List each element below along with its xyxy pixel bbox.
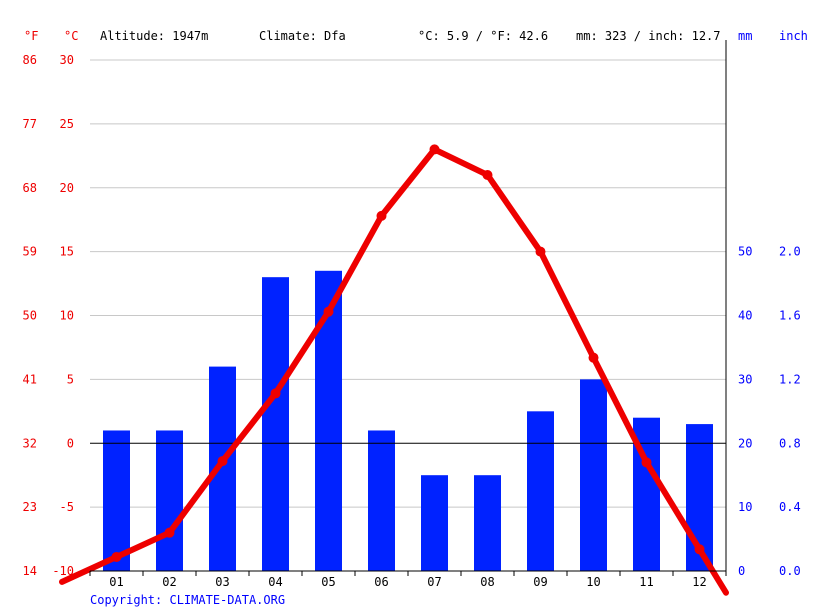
fahrenheit-tick-label: 41 <box>23 372 37 386</box>
temperature-point <box>376 210 387 221</box>
celsius-tick-label: 30 <box>60 53 74 67</box>
celsius-tick-label: 25 <box>60 117 74 131</box>
temperature-point <box>588 352 599 363</box>
celsius-tick-label: 10 <box>60 309 74 323</box>
precipitation-bar <box>527 411 554 571</box>
celsius-tick-label: 15 <box>60 245 74 259</box>
fahrenheit-tick-label: 14 <box>23 564 37 578</box>
month-label: 01 <box>109 575 123 589</box>
inch-tick-label: 0.8 <box>779 436 801 450</box>
month-label: 04 <box>268 575 282 589</box>
precipitation-bar <box>209 366 236 571</box>
fahrenheit-tick-label: 59 <box>23 245 37 259</box>
temperature-point <box>217 456 228 467</box>
mm-tick-label: 20 <box>738 436 752 450</box>
month-label: 05 <box>321 575 335 589</box>
temperature-point <box>164 527 175 538</box>
celsius-tick-label: -5 <box>60 500 74 514</box>
temperature-point <box>270 388 281 399</box>
precipitation-bar <box>474 475 501 571</box>
inch-tick-label: 0.0 <box>779 564 801 578</box>
fahrenheit-tick-label: 77 <box>23 117 37 131</box>
mm-tick-label: 0 <box>738 564 745 578</box>
mm-tick-label: 50 <box>738 245 752 259</box>
precipitation-summary: mm: 323 / inch: 12.7 <box>576 29 721 43</box>
fahrenheit-tick-label: 68 <box>23 181 37 195</box>
altitude-label: Altitude: 1947m <box>100 29 208 43</box>
fahrenheit-tick-label: 32 <box>23 436 37 450</box>
fahrenheit-tick-label: 86 <box>23 53 37 67</box>
temperature-point <box>694 544 705 555</box>
unit-mm-label: mm <box>738 29 752 43</box>
celsius-tick-label: 20 <box>60 181 74 195</box>
temperature-series-line <box>59 146 729 596</box>
unit-fahrenheit-label: °F <box>24 29 38 43</box>
inch-tick-label: 1.2 <box>779 372 801 386</box>
mm-tick-label: 10 <box>738 500 752 514</box>
x-axis-ticks: 01 02 03 04 05 06 07 08 09 10 11 12 <box>89 571 727 589</box>
month-label: 11 <box>639 575 653 589</box>
month-label: 07 <box>427 575 441 589</box>
precipitation-bar <box>262 277 289 571</box>
temperature-summary: °C: 5.9 / °F: 42.6 <box>418 29 548 43</box>
fahrenheit-tick-label: 50 <box>23 309 37 323</box>
mm-tick-label: 30 <box>738 372 752 386</box>
temperature-point <box>535 246 546 257</box>
temperature-point <box>641 457 652 468</box>
celsius-tick-label: 0 <box>67 436 74 450</box>
mm-tick-label: 40 <box>738 309 752 323</box>
fahrenheit-tick-label: 23 <box>23 500 37 514</box>
month-label: 09 <box>533 575 547 589</box>
temperature-point <box>482 169 493 180</box>
precipitation-bar <box>580 379 607 571</box>
left-axis-ticks: 30 86 25 77 20 68 15 59 10 50 5 41 0 32 -5 23 -10 14 <box>23 53 74 578</box>
month-label: 03 <box>215 575 229 589</box>
inch-tick-label: 0.4 <box>779 500 801 514</box>
temperature-point <box>429 144 440 155</box>
unit-inch-label: inch <box>779 29 808 43</box>
unit-celsius-label: °C <box>64 29 78 43</box>
temperature-point <box>111 551 122 562</box>
precipitation-bar <box>156 430 183 571</box>
inch-tick-label: 2.0 <box>779 245 801 259</box>
celsius-tick-label: -10 <box>52 564 74 578</box>
temperature-point <box>323 306 334 317</box>
month-label: 12 <box>692 575 706 589</box>
copyright-link[interactable]: Copyright: CLIMATE-DATA.ORG <box>90 593 285 607</box>
temperature-line <box>59 144 729 596</box>
month-label: 08 <box>480 575 494 589</box>
inch-tick-label: 1.6 <box>779 309 801 323</box>
precipitation-bar <box>368 430 395 571</box>
precipitation-bar <box>103 430 130 571</box>
month-label: 02 <box>162 575 176 589</box>
precipitation-bar <box>421 475 448 571</box>
grid-lines <box>90 59 726 508</box>
month-label: 06 <box>374 575 388 589</box>
celsius-tick-label: 5 <box>67 372 74 386</box>
climate-label: Climate: Dfa <box>259 29 346 43</box>
month-label: 10 <box>586 575 600 589</box>
right-axis-ticks: 50 2.0 40 1.6 30 1.2 20 0.8 10 0.4 0 0.0 <box>738 245 801 578</box>
